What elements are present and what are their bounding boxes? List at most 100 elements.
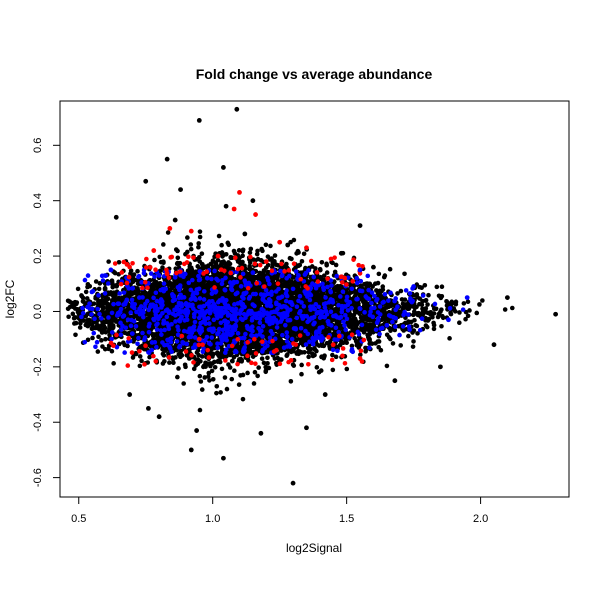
- cloud-point: [465, 299, 471, 305]
- data-points: [65, 106, 559, 486]
- cloud-point: [415, 331, 420, 336]
- cloud-point: [195, 357, 201, 362]
- cloud-point: [197, 407, 203, 413]
- cloud-point: [188, 246, 194, 252]
- cloud-point: [248, 246, 254, 252]
- background-point-cloud: [65, 229, 515, 413]
- cloud-point: [259, 246, 264, 252]
- cloud-point: [477, 302, 482, 307]
- cloud-point: [465, 313, 471, 319]
- cloud-point: [510, 305, 515, 311]
- cloud-point: [196, 244, 201, 250]
- cloud-point: [103, 336, 108, 342]
- cloud-point: [185, 235, 190, 240]
- cloud-point: [228, 266, 233, 271]
- cloud-point: [95, 349, 101, 354]
- cloud-point: [414, 323, 420, 329]
- cloud-point: [419, 302, 425, 308]
- cloud-point: [291, 237, 297, 243]
- cloud-point: [208, 363, 213, 369]
- cloud-point: [265, 355, 270, 361]
- cloud-point: [197, 373, 203, 379]
- cloud-point: [219, 366, 225, 372]
- cloud-point: [105, 296, 111, 302]
- cloud-point: [85, 337, 91, 343]
- cloud-point: [461, 301, 467, 306]
- cloud-point: [212, 364, 218, 370]
- cloud-point: [135, 268, 140, 274]
- cloud-point: [299, 362, 304, 368]
- cloud-point: [457, 310, 462, 315]
- cloud-point: [207, 378, 212, 383]
- cloud-point: [215, 257, 221, 263]
- cloud-point: [332, 269, 338, 275]
- cloud-point: [480, 298, 485, 303]
- cloud-point: [240, 259, 245, 265]
- cloud-point: [333, 354, 339, 360]
- cloud-point: [161, 353, 167, 358]
- cloud-point: [216, 233, 222, 239]
- cloud-point: [224, 386, 230, 392]
- cloud-point: [308, 346, 314, 352]
- cloud-point: [240, 253, 245, 259]
- cloud-point: [374, 288, 379, 293]
- cloud-point: [181, 381, 186, 386]
- cloud-point: [273, 273, 278, 279]
- chart-title: Fold change vs average abundance: [196, 66, 433, 82]
- cloud-point: [255, 373, 260, 379]
- cloud-point: [314, 365, 320, 370]
- cloud-point: [384, 363, 390, 369]
- cloud-point: [268, 243, 273, 249]
- cloud-point: [410, 344, 416, 349]
- cloud-point: [272, 253, 278, 258]
- cloud-point: [96, 334, 101, 340]
- cloud-point: [81, 299, 86, 305]
- cloud-point: [306, 354, 311, 360]
- cloud-point: [330, 367, 336, 373]
- cloud-point: [66, 314, 71, 320]
- cloud-point: [324, 270, 330, 275]
- cloud-point: [376, 339, 382, 344]
- cloud-point: [83, 289, 89, 295]
- cloud-point: [77, 325, 83, 330]
- cloud-point: [218, 390, 223, 395]
- cloud-point: [309, 264, 315, 269]
- cloud-point: [219, 242, 224, 248]
- cloud-point: [170, 355, 175, 361]
- cloud-point: [231, 248, 237, 254]
- cloud-point: [214, 390, 219, 396]
- cloud-point: [199, 354, 205, 359]
- cloud-point: [424, 324, 430, 330]
- cloud-point: [139, 358, 144, 364]
- cloud-point: [263, 368, 269, 374]
- cloud-point: [161, 242, 166, 247]
- cloud-point: [75, 286, 81, 292]
- cloud-point: [417, 296, 423, 301]
- cloud-point: [426, 292, 431, 298]
- cloud-point: [73, 332, 78, 338]
- cloud-point: [447, 336, 452, 341]
- cloud-point: [398, 343, 404, 348]
- cloud-point: [80, 295, 86, 301]
- cloud-point: [163, 347, 169, 352]
- cloud-point: [434, 284, 440, 290]
- cloud-point: [265, 360, 270, 366]
- cloud-point: [467, 308, 472, 313]
- cloud-point: [449, 299, 455, 305]
- cloud-point: [137, 354, 143, 359]
- cloud-point: [236, 382, 242, 387]
- cloud-point: [197, 234, 203, 240]
- cloud-point: [236, 248, 242, 253]
- cloud-point: [319, 259, 325, 265]
- cloud-point: [160, 361, 166, 366]
- cloud-point: [294, 351, 300, 356]
- cloud-point: [216, 358, 221, 364]
- cloud-point: [171, 360, 176, 366]
- cloud-point: [188, 242, 194, 247]
- cloud-point: [448, 310, 453, 316]
- cloud-point: [376, 271, 382, 277]
- cloud-point: [344, 366, 350, 372]
- cloud-point: [178, 351, 184, 357]
- cloud-point: [289, 256, 294, 262]
